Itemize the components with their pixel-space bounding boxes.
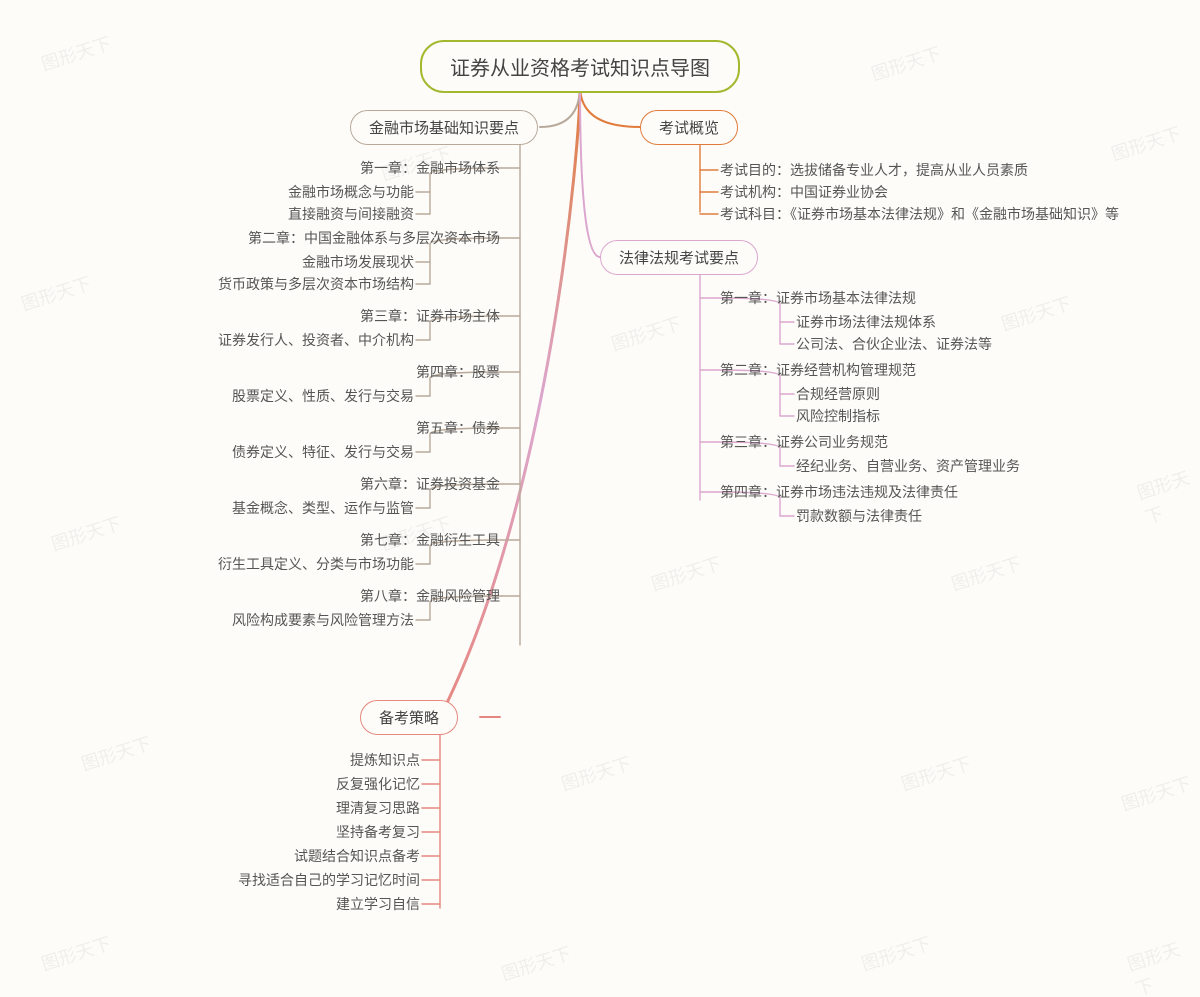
strategy-leaf: 反复强化记忆 bbox=[336, 774, 420, 794]
finance-chapter-sub: 基金概念、类型、运作与监管 bbox=[232, 498, 414, 518]
finance-chapter-title: 第二章：中国金融体系与多层次资本市场 bbox=[248, 228, 500, 248]
strategy-leaf: 理清复习思路 bbox=[336, 798, 420, 818]
branch-law: 法律法规考试要点 bbox=[600, 240, 758, 275]
law-chapter-sub: 经纪业务、自营业务、资产管理业务 bbox=[796, 456, 1020, 476]
strategy-leaf: 坚持备考复习 bbox=[336, 822, 420, 842]
law-chapter-sub: 罚款数额与法律责任 bbox=[796, 506, 922, 526]
finance-chapter-title: 第五章：债券 bbox=[416, 418, 500, 438]
finance-chapter-sub: 股票定义、性质、发行与交易 bbox=[232, 386, 414, 406]
root-node: 证券从业资格考试知识点导图 bbox=[420, 40, 740, 93]
finance-chapter-title: 第一章：金融市场体系 bbox=[360, 158, 500, 178]
strategy-leaf: 提炼知识点 bbox=[350, 750, 420, 770]
finance-chapter-title: 第八章：金融风险管理 bbox=[360, 586, 500, 606]
overview-leaf: 考试目的：选拔储备专业人才，提高从业人员素质 bbox=[720, 160, 1028, 180]
overview-leaf: 考试科目：《证券市场基本法律法规》和《金融市场基础知识》等 bbox=[720, 204, 1119, 224]
finance-chapter-sub: 直接融资与间接融资 bbox=[288, 204, 414, 224]
finance-chapter-sub: 金融市场概念与功能 bbox=[288, 182, 414, 202]
law-chapter-sub: 风险控制指标 bbox=[796, 406, 880, 426]
overview-leaf: 考试机构：中国证券业协会 bbox=[720, 182, 888, 202]
finance-chapter-sub: 风险构成要素与风险管理方法 bbox=[232, 610, 414, 630]
finance-chapter-title: 第四章：股票 bbox=[416, 362, 500, 382]
branch-overview: 考试概览 bbox=[640, 110, 738, 145]
finance-chapter-title: 第六章：证券投资基金 bbox=[360, 474, 500, 494]
law-chapter-title: 第二章：证券经营机构管理规范 bbox=[720, 360, 916, 380]
strategy-leaf: 寻找适合自己的学习记忆时间 bbox=[238, 870, 420, 890]
branch-finance: 金融市场基础知识要点 bbox=[350, 110, 538, 145]
law-chapter-title: 第三章：证券公司业务规范 bbox=[720, 432, 888, 452]
finance-chapter-sub: 货币政策与多层次资本市场结构 bbox=[218, 274, 414, 294]
finance-chapter-sub: 证券发行人、投资者、中介机构 bbox=[218, 330, 414, 350]
finance-chapter-sub: 债券定义、特征、发行与交易 bbox=[232, 442, 414, 462]
finance-chapter-sub: 金融市场发展现状 bbox=[302, 252, 414, 272]
strategy-leaf: 建立学习自信 bbox=[336, 894, 420, 914]
law-chapter-title: 第一章：证券市场基本法律法规 bbox=[720, 288, 916, 308]
law-chapter-title: 第四章：证券市场违法违规及法律责任 bbox=[720, 482, 958, 502]
finance-chapter-sub: 衍生工具定义、分类与市场功能 bbox=[218, 554, 414, 574]
finance-chapter-title: 第七章：金融衍生工具 bbox=[360, 530, 500, 550]
finance-chapter-title: 第三章：证券市场主体 bbox=[360, 306, 500, 326]
branch-strategy: 备考策略 bbox=[360, 700, 458, 735]
law-chapter-sub: 公司法、合伙企业法、证券法等 bbox=[796, 334, 992, 354]
strategy-leaf: 试题结合知识点备考 bbox=[294, 846, 420, 866]
law-chapter-sub: 证券市场法律法规体系 bbox=[796, 312, 936, 332]
law-chapter-sub: 合规经营原则 bbox=[796, 384, 880, 404]
